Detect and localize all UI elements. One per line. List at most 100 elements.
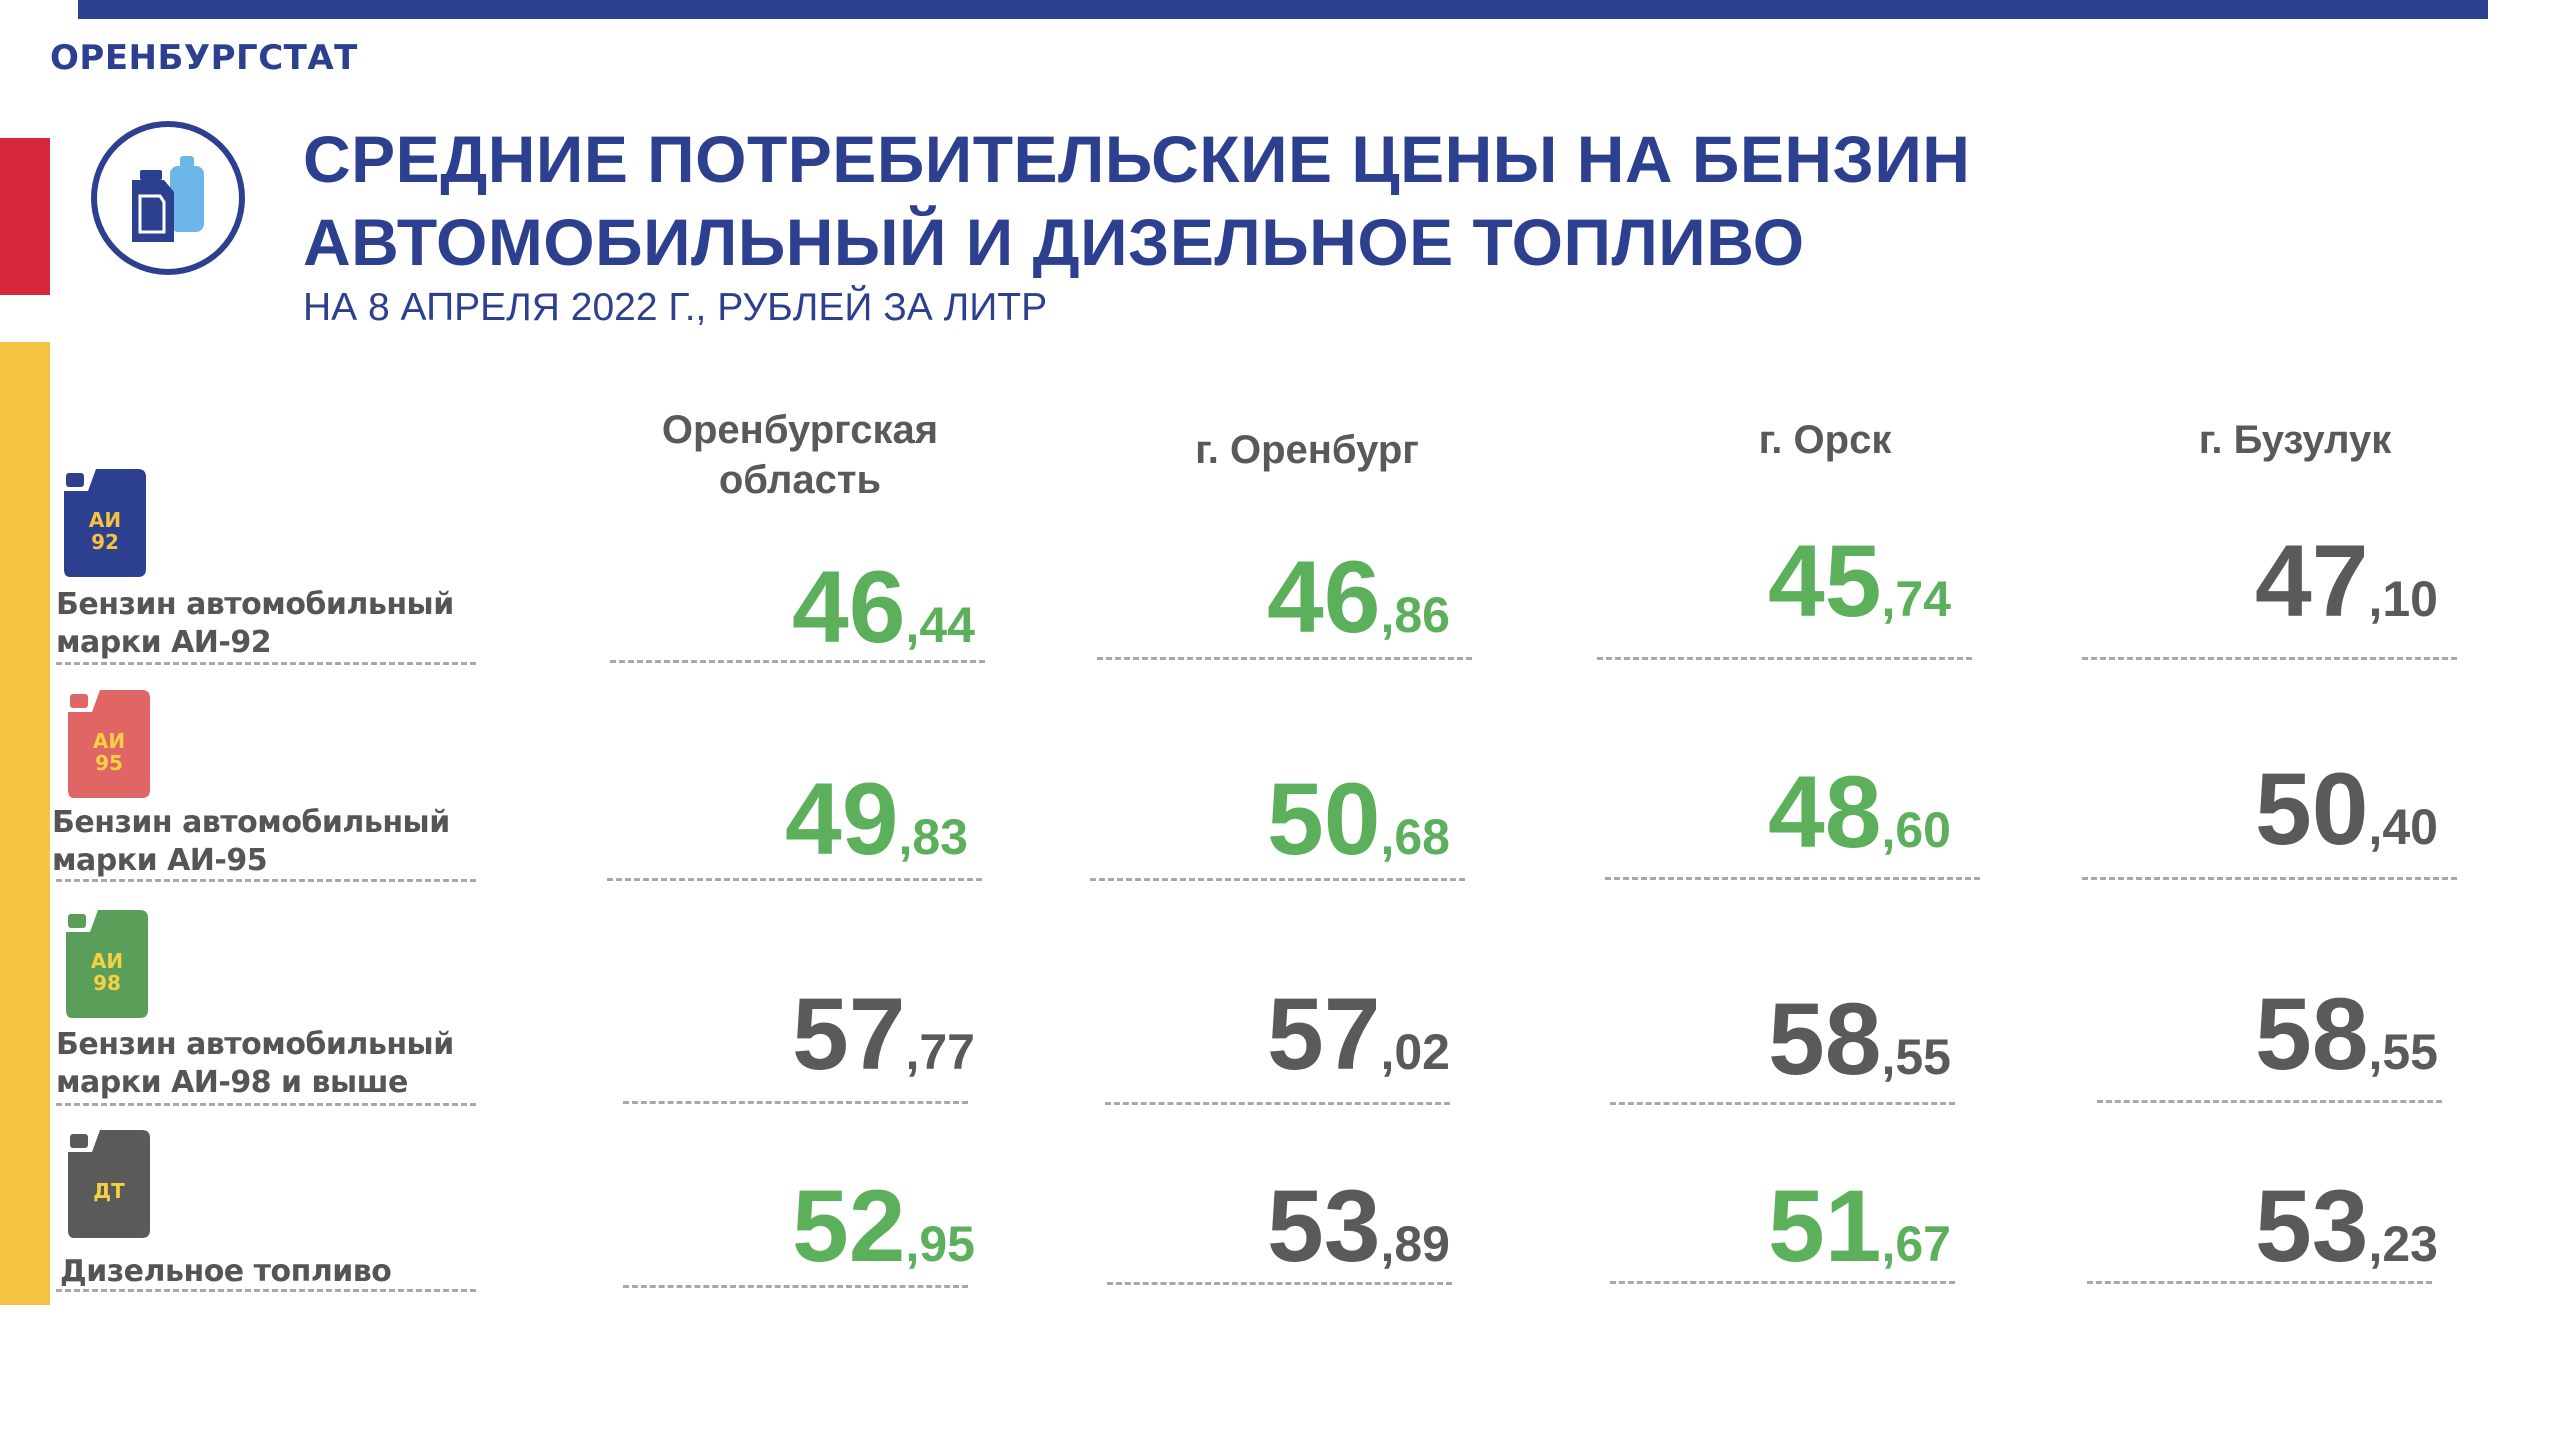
- price-integer: 57: [792, 977, 906, 1091]
- row-divider: [56, 662, 476, 665]
- cell-divider: [1597, 657, 1972, 660]
- price-integer: 46: [792, 550, 906, 664]
- row-label-ai98-line2: марки АИ-98 и выше: [56, 1065, 408, 1100]
- price-value: 47,10: [2058, 530, 2438, 632]
- cell-divider: [607, 878, 982, 881]
- price-fraction: ,10: [2368, 571, 2438, 627]
- svg-text:ДТ: ДТ: [93, 1179, 125, 1203]
- red-accent-bar: [0, 138, 50, 295]
- column-header-region-line1: Оренбургская: [661, 408, 939, 452]
- price-value: 45,74: [1571, 530, 1951, 632]
- price-value: 52,95: [595, 1175, 975, 1277]
- price-integer: 58: [2255, 977, 2369, 1091]
- row-divider: [56, 1289, 476, 1292]
- price-integer: 48: [1768, 755, 1882, 869]
- price-value: 58,55: [2058, 983, 2438, 1085]
- price-fraction: ,67: [1881, 1216, 1951, 1272]
- price-value: 51,67: [1571, 1175, 1951, 1277]
- cell-divider: [1090, 878, 1465, 881]
- cell-divider: [2082, 657, 2457, 660]
- column-header-orenburg-label: г. Оренбург: [1195, 428, 1419, 472]
- cell-divider: [1610, 1102, 1955, 1105]
- price-value: 50,68: [1070, 768, 1450, 870]
- price-value: 57,02: [1070, 983, 1450, 1085]
- price-value: 48,60: [1571, 761, 1951, 863]
- price-integer: 53: [2255, 1169, 2369, 1283]
- row-label-ai95-line1: Бензин автомобильный: [52, 805, 450, 840]
- cell-divider: [2082, 877, 2457, 880]
- price-fraction: ,86: [1380, 587, 1450, 643]
- column-header-region: Оренбургская область: [570, 405, 1030, 505]
- row-divider: [56, 1103, 476, 1106]
- price-value: 50,40: [2058, 758, 2438, 860]
- price-fraction: ,68: [1380, 809, 1450, 865]
- title-line-2: АВТОМОБИЛЬНЫЙ И ДИЗЕЛЬНОЕ ТОПЛИВО: [303, 205, 1805, 279]
- cell-divider: [1605, 877, 1980, 880]
- price-fraction: ,23: [2368, 1216, 2438, 1272]
- price-integer: 45: [1768, 524, 1882, 638]
- price-fraction: ,02: [1380, 1024, 1450, 1080]
- svg-text:АИ: АИ: [89, 508, 121, 532]
- column-header-orsk: г. Орск: [1595, 415, 2055, 465]
- svg-text:95: 95: [95, 751, 123, 775]
- price-integer: 47: [2255, 524, 2369, 638]
- price-value: 53,89: [1070, 1175, 1450, 1277]
- price-fraction: ,77: [905, 1024, 975, 1080]
- column-header-orenburg: г. Оренбург: [1077, 425, 1537, 475]
- title-line-1: СРЕДНИЕ ПОТРЕБИТЕЛЬСКИЕ ЦЕНЫ НА БЕНЗИН: [303, 122, 1971, 196]
- price-integer: 53: [1267, 1169, 1381, 1283]
- cell-divider: [610, 660, 985, 663]
- price-fraction: ,55: [2368, 1024, 2438, 1080]
- top-accent-bar: [78, 0, 2488, 19]
- price-fraction: ,40: [2368, 799, 2438, 855]
- cell-divider: [1097, 657, 1472, 660]
- fuel-canister-logo-icon: [91, 121, 245, 275]
- price-integer: 46: [1267, 540, 1381, 654]
- row-label-ai98-line1: Бензин автомобильный: [56, 1027, 454, 1062]
- org-name: ОРЕНБУРГСТАТ: [50, 38, 358, 78]
- cell-divider: [2087, 1281, 2432, 1284]
- price-fraction: ,60: [1881, 802, 1951, 858]
- row-label-ai92-line1: Бензин автомобильный: [56, 587, 454, 622]
- price-value: 53,23: [2058, 1175, 2438, 1277]
- price-fraction: ,83: [898, 809, 968, 865]
- row-label-diesel: Дизельное топливо: [60, 1253, 392, 1291]
- price-fraction: ,89: [1380, 1216, 1450, 1272]
- price-value: 46,86: [1070, 546, 1450, 648]
- price-integer: 52: [792, 1169, 906, 1283]
- price-value: 57,77: [595, 983, 975, 1085]
- price-value: 49,83: [588, 768, 968, 870]
- row-label-ai92-line2: марки АИ-92: [56, 625, 272, 660]
- price-fraction: ,74: [1881, 571, 1951, 627]
- canister-icon: ДТ: [68, 1130, 150, 1238]
- row-label-ai95-line2: марки АИ-95: [52, 843, 268, 878]
- row-label-diesel-line1: Дизельное топливо: [60, 1254, 392, 1289]
- cell-divider: [623, 1285, 968, 1288]
- column-header-orsk-label: г. Орск: [1758, 418, 1892, 462]
- svg-text:98: 98: [93, 971, 121, 995]
- cell-divider: [1105, 1102, 1450, 1105]
- price-value: 46,44: [595, 556, 975, 658]
- price-fraction: ,55: [1881, 1029, 1951, 1085]
- price-integer: 50: [1267, 762, 1381, 876]
- price-integer: 50: [2255, 752, 2369, 866]
- price-integer: 58: [1768, 982, 1882, 1096]
- price-integer: 57: [1267, 977, 1381, 1091]
- column-header-buzuluk: г. Бузулук: [2065, 415, 2525, 465]
- svg-text:АИ: АИ: [93, 729, 125, 753]
- price-integer: 51: [1768, 1169, 1882, 1283]
- svg-text:92: 92: [91, 530, 119, 554]
- price-value: 58,55: [1571, 988, 1951, 1090]
- cell-divider: [1610, 1281, 1955, 1284]
- cell-divider: [1107, 1282, 1452, 1285]
- page-title: СРЕДНИЕ ПОТРЕБИТЕЛЬСКИЕ ЦЕНЫ НА БЕНЗИН А…: [303, 118, 1970, 284]
- row-label-ai95: Бензин автомобильный марки АИ-95: [52, 804, 450, 880]
- column-header-region-line2: область: [718, 458, 882, 502]
- page-subtitle: НА 8 АПРЕЛЯ 2022 Г., РУБЛЕЙ ЗА ЛИТР: [303, 286, 1048, 329]
- row-label-ai98: Бензин автомобильный марки АИ-98 и выше: [56, 1026, 454, 1102]
- cell-divider: [2097, 1100, 2442, 1103]
- svg-text:АИ: АИ: [91, 949, 123, 973]
- price-integer: 49: [785, 762, 899, 876]
